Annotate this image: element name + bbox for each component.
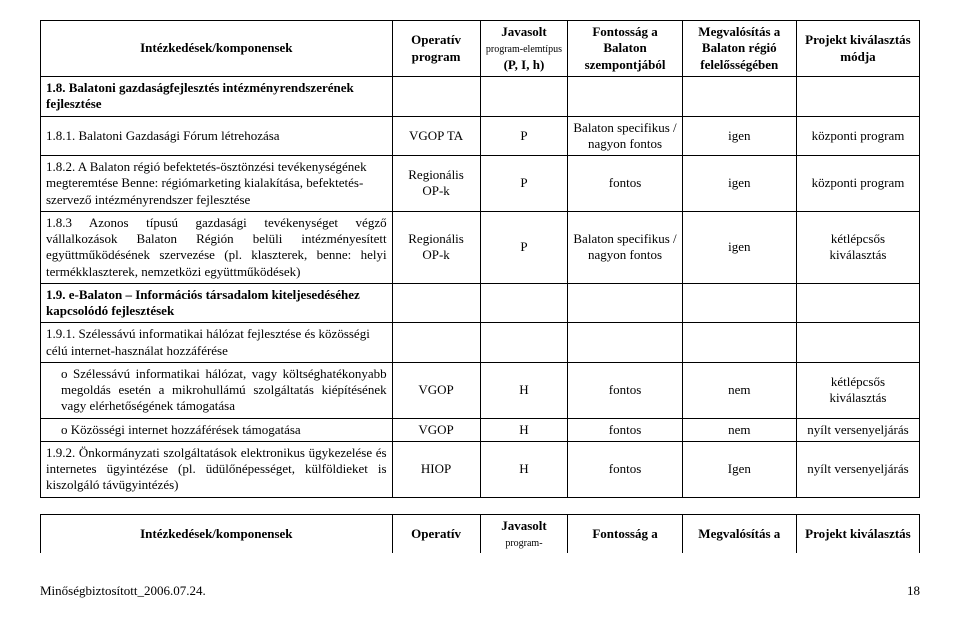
cell-selection: nyílt versenyeljárás: [796, 441, 919, 497]
cell-type: [480, 77, 568, 117]
header-row: Intézkedések/komponensek Operatív progra…: [41, 21, 920, 77]
cell-type: [480, 283, 568, 323]
cell-type: H: [480, 362, 568, 418]
footer-header-row: Intézkedések/komponensek Operatív Javaso…: [41, 514, 920, 553]
cell-program: Regionális OP-k: [392, 156, 480, 212]
table-row: 1.8. Balatoni gazdaságfejlesztés intézmé…: [41, 77, 920, 117]
cell-importance: [568, 77, 682, 117]
fhdr-responsibility: Megvalósítás a: [682, 514, 796, 553]
cell-importance: [568, 283, 682, 323]
cell-selection: nyílt versenyeljárás: [796, 418, 919, 441]
cell-importance: fontos: [568, 362, 682, 418]
cell-component: o Szélessávú informatikai hálózat, vagy …: [41, 362, 393, 418]
table-row: 1.9.2. Önkormányzati szolgáltatások elek…: [41, 441, 920, 497]
cell-importance: Balaton specifikus / nagyon fontos: [568, 116, 682, 156]
cell-importance: fontos: [568, 418, 682, 441]
cell-component: o Közösségi internet hozzáférések támoga…: [41, 418, 393, 441]
cell-type: H: [480, 418, 568, 441]
cell-responsibility: [682, 283, 796, 323]
cell-importance: Balaton specifikus / nagyon fontos: [568, 211, 682, 283]
hdr-program: Operatív program: [392, 21, 480, 77]
cell-program: Regionális OP-k: [392, 211, 480, 283]
cell-responsibility: nem: [682, 362, 796, 418]
cell-importance: fontos: [568, 156, 682, 212]
table-row: 1.9.1. Szélessávú informatikai hálózat f…: [41, 323, 920, 363]
fhdr-components: Intézkedések/komponensek: [41, 514, 393, 553]
cell-program: VGOP: [392, 362, 480, 418]
cell-selection: központi program: [796, 156, 919, 212]
hdr-type-l1: Javasolt: [501, 24, 547, 39]
cell-component: 1.8.3 Azonos típusú gazdasági tevékenysé…: [41, 211, 393, 283]
hdr-type-l3: (P, I, h): [504, 57, 545, 72]
fhdr-type-l2: program-: [505, 538, 542, 549]
cell-program: VGOP: [392, 418, 480, 441]
fhdr-selection: Projekt kiválasztás: [796, 514, 919, 553]
cell-responsibility: igen: [682, 211, 796, 283]
page-footer: Minőségbiztosított_2006.07.24. 18: [40, 583, 920, 599]
hdr-selection: Projekt kiválasztás módja: [796, 21, 919, 77]
cell-type: P: [480, 211, 568, 283]
cell-component: 1.8.1. Balatoni Gazdasági Fórum létrehoz…: [41, 116, 393, 156]
table-body: 1.8. Balatoni gazdaságfejlesztés intézmé…: [41, 77, 920, 498]
cell-program: [392, 77, 480, 117]
hdr-type-l2: program-elemtípus: [486, 44, 562, 55]
fhdr-type-l1: Javasolt: [501, 518, 547, 533]
cell-type: H: [480, 441, 568, 497]
table-row: 1.8.2. A Balaton régió befektetés-ösztön…: [41, 156, 920, 212]
cell-importance: [568, 323, 682, 363]
cell-importance: fontos: [568, 441, 682, 497]
cell-type: P: [480, 116, 568, 156]
cell-responsibility: igen: [682, 156, 796, 212]
cell-responsibility: [682, 323, 796, 363]
cell-component: 1.9. e-Balaton – Információs társadalom …: [41, 283, 393, 323]
cell-program: HIOP: [392, 441, 480, 497]
table-row: 1.8.3 Azonos típusú gazdasági tevékenysé…: [41, 211, 920, 283]
cell-responsibility: nem: [682, 418, 796, 441]
hdr-responsibility: Megvalósítás a Balaton régió felelősségé…: [682, 21, 796, 77]
footer-page: 18: [907, 583, 920, 599]
cell-component: 1.9.2. Önkormányzati szolgáltatások elek…: [41, 441, 393, 497]
cell-program: [392, 323, 480, 363]
cell-selection: központi program: [796, 116, 919, 156]
cell-component: 1.9.1. Szélessávú informatikai hálózat f…: [41, 323, 393, 363]
table-row: o Szélessávú informatikai hálózat, vagy …: [41, 362, 920, 418]
fhdr-importance: Fontosság a: [568, 514, 682, 553]
cell-responsibility: igen: [682, 116, 796, 156]
cell-program: [392, 283, 480, 323]
cell-type: [480, 323, 568, 363]
hdr-importance: Fontosság a Balaton szempontjából: [568, 21, 682, 77]
cell-selection: [796, 283, 919, 323]
footer-table: Intézkedések/komponensek Operatív Javaso…: [40, 514, 920, 554]
table-row: o Közösségi internet hozzáférések támoga…: [41, 418, 920, 441]
footer-left: Minőségbiztosított_2006.07.24.: [40, 583, 206, 599]
hdr-components: Intézkedések/komponensek: [41, 21, 393, 77]
fhdr-type: Javasolt program-: [480, 514, 568, 553]
cell-component: 1.8.2. A Balaton régió befektetés-ösztön…: [41, 156, 393, 212]
cell-type: P: [480, 156, 568, 212]
cell-selection: kétlépcsős kiválasztás: [796, 362, 919, 418]
cell-selection: kétlépcsős kiválasztás: [796, 211, 919, 283]
main-table: Intézkedések/komponensek Operatív progra…: [40, 20, 920, 498]
cell-component: 1.8. Balatoni gazdaságfejlesztés intézmé…: [41, 77, 393, 117]
cell-program: VGOP TA: [392, 116, 480, 156]
hdr-type: Javasolt program-elemtípus (P, I, h): [480, 21, 568, 77]
table-row: 1.9. e-Balaton – Információs társadalom …: [41, 283, 920, 323]
cell-selection: [796, 323, 919, 363]
cell-selection: [796, 77, 919, 117]
fhdr-program: Operatív: [392, 514, 480, 553]
cell-responsibility: Igen: [682, 441, 796, 497]
cell-responsibility: [682, 77, 796, 117]
table-row: 1.8.1. Balatoni Gazdasági Fórum létrehoz…: [41, 116, 920, 156]
